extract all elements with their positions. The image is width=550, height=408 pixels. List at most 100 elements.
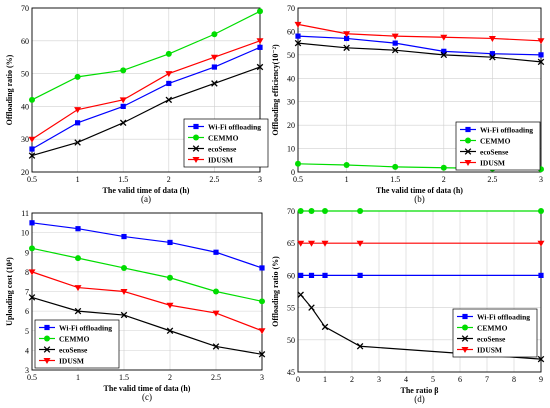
data-point	[74, 139, 81, 146]
data-point	[308, 208, 315, 214]
plot-frame	[297, 7, 542, 173]
y-tick-label: 70	[21, 4, 29, 13]
data-point	[258, 328, 266, 335]
data-point	[357, 272, 363, 278]
series-1	[29, 8, 263, 103]
series-line	[31, 271, 263, 332]
data-point	[258, 351, 266, 358]
y-tick-label: 40	[287, 74, 295, 83]
data-point	[356, 240, 364, 247]
series-line	[297, 42, 542, 63]
x-tick-label: 1	[76, 175, 80, 184]
data-point	[297, 208, 304, 214]
legend-entry: CEMMO	[480, 136, 511, 145]
x-tick-label: 3	[260, 373, 264, 382]
series-line	[31, 222, 263, 269]
legend: Wi-Fi offloading CEMMO ecoSense IDUSM	[183, 118, 269, 168]
y-tick-label: 50	[287, 51, 295, 60]
y-tick-label: 70	[287, 207, 295, 216]
series-line	[297, 23, 542, 42]
data-point	[321, 323, 329, 331]
data-point	[322, 272, 328, 278]
legend-entry: ecoSense	[59, 345, 88, 354]
x-tick-label: 7	[485, 375, 489, 384]
data-point	[537, 38, 545, 45]
data-point	[74, 285, 82, 292]
legend-entry: Wi-Fi offloading	[477, 312, 530, 321]
data-point	[75, 226, 81, 232]
data-point	[308, 272, 315, 278]
series-3	[294, 21, 545, 45]
data-point	[440, 51, 448, 59]
data-point	[29, 220, 35, 226]
data-point	[297, 291, 304, 298]
x-tick-label: 9	[539, 375, 543, 384]
data-point	[441, 48, 447, 54]
legend-entry: ecoSense	[477, 334, 506, 343]
data-point	[74, 107, 82, 114]
panel-label: (c)	[142, 392, 152, 402]
data-point	[213, 249, 219, 255]
data-point	[212, 343, 220, 350]
legend-marker	[464, 160, 472, 166]
x-tick-label: 2.5	[487, 175, 497, 184]
plot-frame	[31, 7, 261, 173]
x-tick-label: 4	[404, 375, 408, 384]
series-0	[29, 220, 265, 271]
data-point	[356, 342, 364, 350]
legend: Wi-Fi offloading CEMMO ecoSense IDUSM	[452, 308, 538, 358]
y-tick-label: 5	[25, 327, 29, 336]
series-line	[31, 10, 261, 101]
data-point	[259, 265, 265, 271]
data-point	[295, 33, 301, 39]
y-tick-label: 55	[287, 304, 295, 313]
y-tick-label: 8	[25, 268, 29, 277]
data-point	[537, 240, 545, 247]
data-point	[75, 120, 81, 126]
chart-panel-1: 0 10 20 30 40 50 60 70 0.5 1 1.5 2 2.5 3 The valid tim…	[271, 4, 545, 204]
legend-entry: ecoSense	[480, 147, 509, 156]
y-tick-label: 10	[21, 229, 29, 238]
data-point	[391, 33, 399, 40]
data-point	[538, 52, 544, 58]
data-point	[165, 96, 173, 104]
panel-label: (b)	[414, 194, 425, 204]
legend-marker	[44, 335, 50, 342]
y-tick-label: 10	[287, 145, 295, 154]
data-point	[166, 80, 172, 87]
y-tick-label: 9	[25, 248, 29, 257]
series-3	[297, 240, 545, 247]
series-1	[297, 208, 544, 214]
y-tick-label: 11	[21, 209, 29, 218]
legend-marker	[464, 148, 472, 155]
y-axis-title: Offloading ratio (%)	[5, 54, 14, 125]
x-tick-label: 2.5	[211, 373, 221, 382]
legend-marker	[192, 157, 200, 163]
legend: Wi-Fi offloading CEMMO ecoSense IDUSM	[455, 121, 541, 171]
data-point	[308, 304, 315, 311]
data-point	[75, 255, 81, 262]
x-tick-label: 0	[296, 375, 300, 384]
x-tick-label: 1	[323, 375, 327, 384]
x-tick-label: 3	[377, 375, 381, 384]
data-point	[294, 21, 302, 28]
y-tick-label: 40	[21, 102, 29, 111]
legend-marker	[192, 145, 200, 152]
legend-entry: Wi-Fi offloading	[480, 125, 533, 134]
data-point	[119, 119, 127, 127]
legend-entry: Wi-Fi offloading	[59, 323, 112, 332]
series-3	[28, 269, 266, 335]
series-line	[31, 66, 261, 157]
series-line	[31, 247, 263, 302]
y-tick-label: 50	[21, 70, 29, 79]
data-point	[166, 302, 174, 309]
x-tick-label: 3	[539, 175, 543, 184]
legend-entry: IDUSM	[480, 158, 505, 167]
x-tick-label: 1	[345, 175, 349, 184]
data-point	[166, 327, 174, 335]
legend-marker	[462, 324, 468, 331]
data-point	[440, 164, 447, 171]
data-point	[165, 50, 172, 57]
data-point	[256, 38, 264, 45]
